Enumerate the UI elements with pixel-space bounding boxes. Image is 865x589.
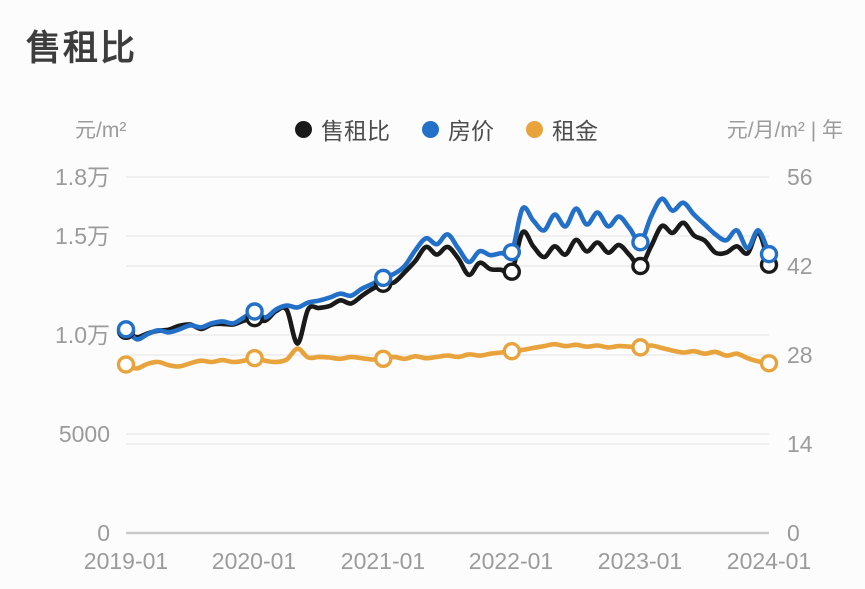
left-axis-unit: 元/m²	[75, 119, 127, 142]
x-axis-tick: 2019-01	[83, 548, 169, 574]
x-axis-tick: 2020-01	[211, 548, 297, 574]
right-axis-tick: 56	[787, 164, 813, 190]
left-axis-tick: 1.5万	[55, 223, 110, 249]
right-axis-tick: 28	[787, 342, 813, 368]
legend-dot-icon	[295, 120, 312, 138]
legend-dot-icon	[422, 120, 439, 138]
right-axis-tick: 14	[787, 431, 813, 457]
legend-item-rent[interactable]: 租金	[526, 112, 598, 146]
legend-item-sale-rent-ratio[interactable]: 售租比	[295, 112, 390, 146]
series-line-sale-rent-ratio	[123, 220, 772, 346]
left-axis-tick: 0	[97, 520, 110, 546]
marker-sale-rent-ratio-2023-01[interactable]	[631, 256, 650, 276]
x-axis-tick: 2023-01	[597, 548, 683, 574]
marker-rent-2024-01[interactable]	[759, 354, 779, 373]
marker-rent-2021-01[interactable]	[374, 349, 393, 369]
left-axis-tick: 5000	[58, 421, 110, 447]
right-axis-tick: 42	[787, 253, 813, 279]
page-title: 售租比	[26, 29, 138, 68]
legend-label: 租金	[552, 118, 598, 144]
legend-label: 售租比	[321, 118, 390, 144]
marker-rent-2023-01[interactable]	[631, 338, 650, 357]
right-axis-tick: 0	[787, 520, 800, 546]
legend-item-house-price[interactable]: 房价	[422, 112, 494, 146]
x-axis-tick: 2022-01	[468, 548, 554, 574]
x-axis-tick: 2024-01	[726, 548, 812, 574]
marker-house-price-2020-01[interactable]	[245, 302, 264, 321]
left-axis-tick: 1.8万	[55, 164, 110, 190]
marker-rent-2020-01[interactable]	[245, 348, 264, 368]
legend-label: 房价	[448, 118, 494, 144]
marker-house-price-2019-01[interactable]	[116, 320, 136, 339]
series-line-house-price	[123, 196, 772, 342]
left-axis-tick: 1.0万	[55, 322, 110, 348]
marker-sale-rent-ratio-2022-01[interactable]	[502, 262, 521, 281]
marker-rent-2019-01[interactable]	[116, 355, 136, 374]
marker-house-price-2023-01[interactable]	[631, 233, 650, 252]
series-line-rent	[123, 341, 772, 371]
right-axis-unit: 元/月/m² | 年	[726, 119, 843, 142]
marker-house-price-2021-01[interactable]	[374, 268, 393, 288]
legend-dot-icon	[526, 120, 543, 138]
x-axis-tick: 2021-01	[340, 548, 426, 574]
marker-rent-2022-01[interactable]	[502, 341, 521, 361]
marker-house-price-2024-01[interactable]	[759, 244, 779, 264]
legend: 售租比 房价 租金	[295, 112, 598, 146]
marker-house-price-2022-01[interactable]	[502, 242, 521, 262]
